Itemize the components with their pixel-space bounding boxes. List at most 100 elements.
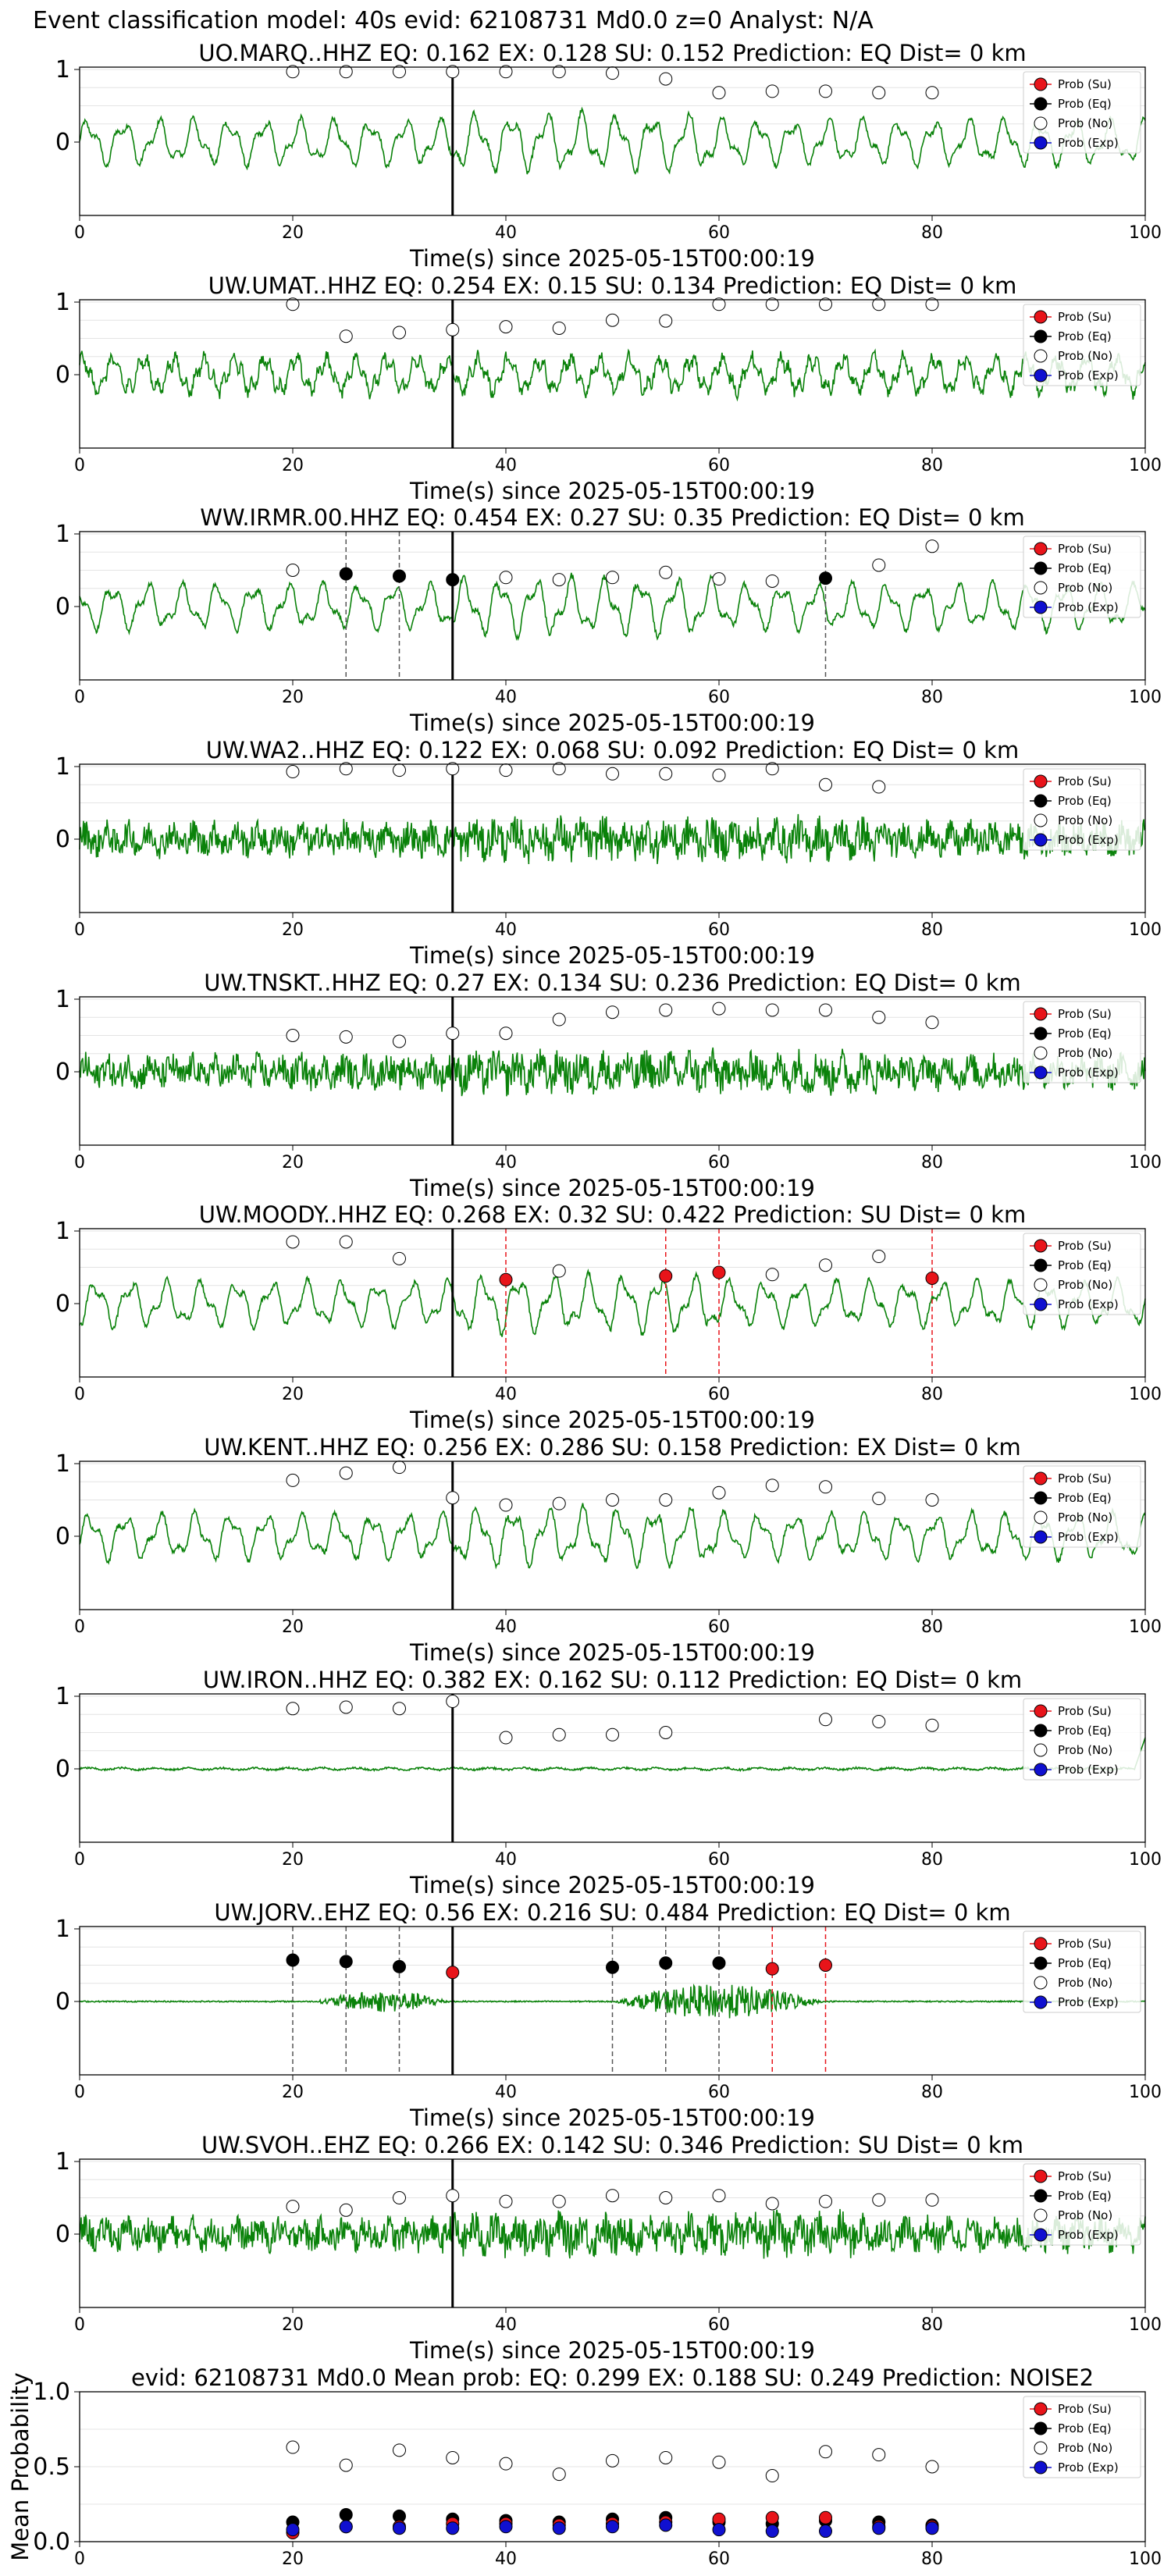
prob-marker-no: [925, 1718, 939, 1732]
legend-marker: [1034, 774, 1048, 788]
y-tick-label: 1: [55, 1916, 70, 1943]
prob-marker-no: [446, 1026, 460, 1041]
y-tick-label: 1: [55, 1450, 70, 1478]
x-tick-label: 40: [495, 1617, 517, 1637]
prob-marker-su: [925, 1271, 939, 1285]
prob-marker-no: [552, 1012, 566, 1026]
subplot-6: UW.MOODY..HHZ EQ: 0.268 EX: 0.32 SU: 0.4…: [55, 1201, 1162, 1433]
prob-marker-no: [659, 1493, 673, 1507]
x-tick-label: 40: [495, 920, 517, 940]
y-tick-label: 0: [55, 1290, 70, 1318]
x-tick-label: 40: [495, 1850, 517, 1870]
mean-prob-marker-exp: [925, 2521, 939, 2535]
x-axis-label: Time(s) since 2025-05-15T00:00:19: [409, 942, 815, 969]
legend-marker: [1034, 349, 1048, 363]
legend-marker: [1034, 1471, 1048, 1485]
x-tick-label: 0: [74, 223, 85, 243]
legend-marker: [1034, 97, 1048, 111]
prob-marker-su: [765, 1962, 779, 1976]
prob-marker-no: [446, 65, 460, 79]
x-tick-label: 20: [282, 456, 304, 475]
legend-marker: [1034, 600, 1048, 614]
prob-marker-no: [872, 86, 886, 100]
prob-marker-no: [925, 297, 939, 311]
legend-label: Prob (Su): [1058, 2169, 1112, 2183]
legend-marker: [1034, 1530, 1048, 1544]
prob-marker-no: [499, 1498, 513, 1512]
subplot-8: UW.IRON..HHZ EQ: 0.382 EX: 0.162 SU: 0.1…: [55, 1667, 1162, 1898]
prob-marker-no: [765, 574, 779, 588]
legend-marker: [1034, 794, 1048, 808]
legend-marker: [1034, 1258, 1048, 1272]
legend-marker: [1034, 813, 1048, 827]
legend-label: Prob (Eq): [1058, 329, 1112, 343]
prob-marker-no: [872, 297, 886, 311]
legend-marker: [1034, 1510, 1048, 1525]
prob-marker-no: [659, 767, 673, 781]
prob-marker-no: [286, 297, 300, 311]
prob-marker-no: [712, 1485, 726, 1500]
prob-marker-no: [393, 1702, 406, 1716]
y-tick-label: 1: [55, 986, 70, 1013]
x-tick-label: 60: [708, 1153, 730, 1172]
mean-prob-marker-no: [552, 2467, 566, 2482]
legend-marker: [1034, 2189, 1048, 2203]
y-tick-label: 0: [55, 1756, 70, 1783]
prob-marker-su: [819, 1959, 832, 1972]
subplot-5: UW.TNSKT..HHZ EQ: 0.27 EX: 0.134 SU: 0.2…: [55, 970, 1162, 1201]
waveform-trace: [79, 106, 1146, 176]
prob-marker-no: [712, 86, 726, 100]
prob-marker-no: [339, 1466, 353, 1480]
subplot-9: UW.JORV..EHZ EQ: 0.56 EX: 0.216 SU: 0.48…: [55, 1899, 1162, 2131]
legend-marker: [1034, 1724, 1048, 1738]
x-tick-label: 80: [921, 223, 943, 243]
x-tick-label: 60: [708, 1850, 730, 1870]
legend-label: Prob (No): [1058, 116, 1112, 130]
y-tick-label: 1: [55, 521, 70, 548]
legend-box: [1023, 1465, 1141, 1548]
legend-marker: [1034, 1491, 1048, 1505]
x-tick-label: 20: [282, 688, 304, 707]
legend-marker: [1034, 1297, 1048, 1311]
legend-label: Prob (Su): [1058, 1937, 1112, 1951]
legend-label: Prob (Su): [1058, 542, 1112, 556]
prob-marker-eq: [339, 1955, 353, 1969]
prob-marker-no: [606, 66, 619, 80]
legend-label: Prob (Su): [1058, 774, 1112, 788]
prob-marker-no: [446, 762, 460, 776]
prob-marker-no: [712, 1002, 726, 1016]
prob-marker-no: [286, 564, 300, 577]
subplot-11: evid: 62108731 Md0.0 Mean prob: EQ: 0.29…: [7, 2364, 1162, 2569]
legend-marker: [1034, 116, 1048, 130]
prob-marker-no: [552, 762, 566, 776]
legend-label: Prob (No): [1058, 1046, 1112, 1060]
x-axis-label: Time(s) since 2025-05-15T00:00:19: [409, 1175, 815, 1201]
prob-marker-no: [499, 571, 513, 585]
prob-marker-no: [499, 65, 513, 79]
prob-marker-no: [286, 65, 300, 79]
x-tick-label: 40: [495, 223, 517, 243]
legend-label: Prob (No): [1058, 813, 1112, 827]
legend-marker: [1034, 368, 1048, 382]
waveform-trace: [79, 2208, 1146, 2259]
prob-marker-no: [552, 2194, 566, 2208]
prob-marker-no: [872, 1010, 886, 1024]
plot-frame: [79, 531, 1146, 681]
legend-label: Prob (Su): [1058, 2402, 1112, 2416]
legend-label: Prob (Exp): [1058, 600, 1119, 614]
x-tick-label: 60: [708, 1385, 730, 1404]
mean-prob-marker-no: [446, 2450, 460, 2464]
prob-marker-eq: [819, 571, 832, 585]
legend-label: Prob (Exp): [1058, 1530, 1119, 1544]
legend-label: Prob (Exp): [1058, 136, 1119, 150]
y-tick-label: 0: [55, 1523, 70, 1550]
prob-marker-no: [393, 1034, 406, 1048]
legend-marker: [1034, 1937, 1048, 1951]
prob-marker-no: [339, 1700, 353, 1714]
legend-label: Prob (No): [1058, 2441, 1112, 2455]
prob-marker-no: [765, 1478, 779, 1493]
prob-marker-no: [499, 2194, 513, 2208]
subplot-title: UW.WA2..HHZ EQ: 0.122 EX: 0.068 SU: 0.09…: [206, 737, 1019, 763]
prob-marker-no: [446, 2189, 460, 2203]
legend-box: [1023, 1001, 1141, 1083]
